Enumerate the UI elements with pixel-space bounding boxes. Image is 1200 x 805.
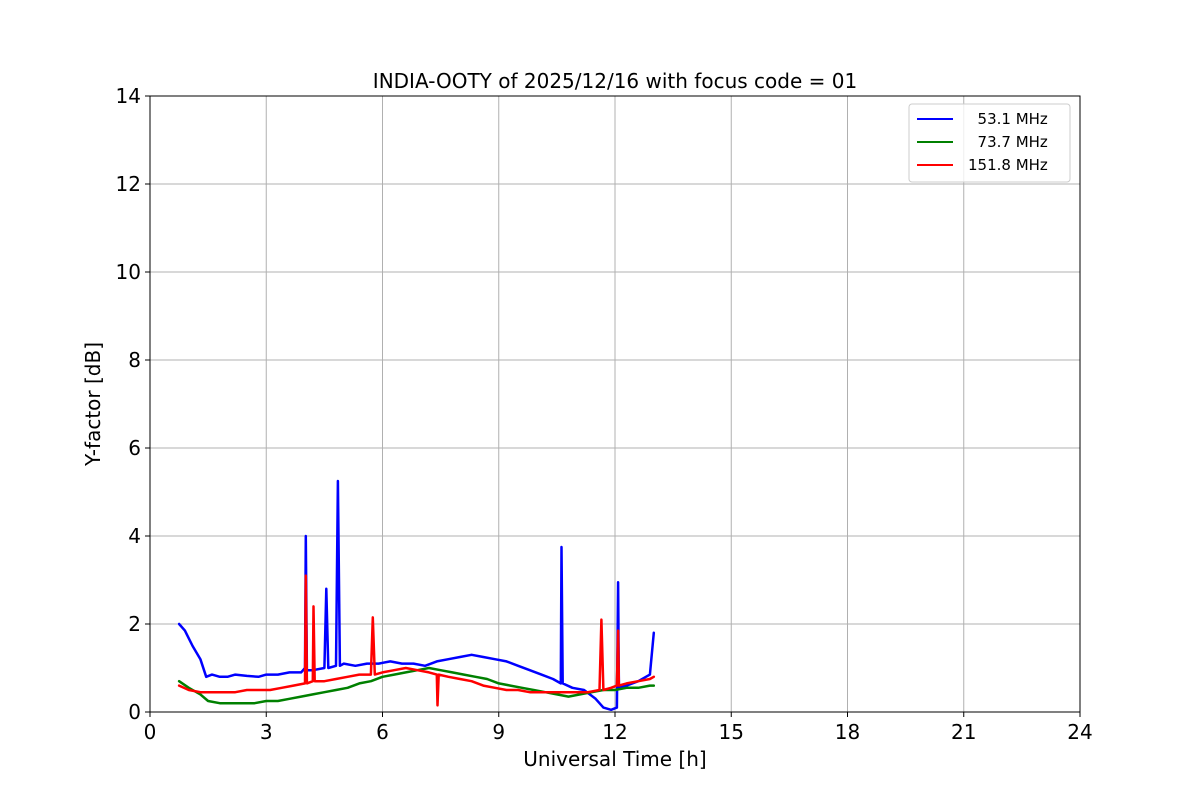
- x-tick-label: 24: [1067, 720, 1092, 744]
- x-tick-label: 0: [144, 720, 157, 744]
- y-tick-label: 12: [116, 172, 141, 196]
- y-tick-label: 8: [128, 348, 141, 372]
- chart-title: INDIA-OOTY of 2025/12/16 with focus code…: [373, 69, 857, 93]
- legend-label-1: 73.7 MHz: [968, 133, 1048, 151]
- grid: [149, 95, 1081, 713]
- y-tick-label: 14: [116, 84, 141, 108]
- x-tick-label: 9: [492, 720, 505, 744]
- series-group: [177, 479, 656, 712]
- x-tick-label: 3: [260, 720, 273, 744]
- series-line-0: [177, 479, 656, 712]
- y-tick-label: 2: [128, 612, 141, 636]
- legend-label-2: 151.8 MHz: [968, 156, 1048, 174]
- y-tick-label: 4: [128, 524, 141, 548]
- x-axis-label: Universal Time [h]: [523, 747, 706, 771]
- y-axis-label: Y-factor [dB]: [81, 342, 105, 467]
- y-tick-label: 6: [128, 436, 141, 460]
- y-tick-label: 10: [116, 260, 141, 284]
- x-tick-label: 15: [719, 720, 744, 744]
- legend-label-0: 53.1 MHz: [968, 110, 1048, 128]
- series-line-2: [177, 574, 656, 707]
- x-tick-label: 18: [835, 720, 860, 744]
- legend: 53.1 MHz 73.7 MHz 151.8 MHz: [908, 103, 1071, 183]
- x-tick-label: 12: [602, 720, 627, 744]
- y-tick-label: 0: [128, 700, 141, 724]
- legend-items: 53.1 MHz 73.7 MHz 151.8 MHz: [917, 110, 1048, 174]
- x-tick-label: 21: [951, 720, 976, 744]
- series-line-1: [177, 666, 656, 705]
- legend-box: [908, 103, 1071, 183]
- x-tick-label: 6: [376, 720, 389, 744]
